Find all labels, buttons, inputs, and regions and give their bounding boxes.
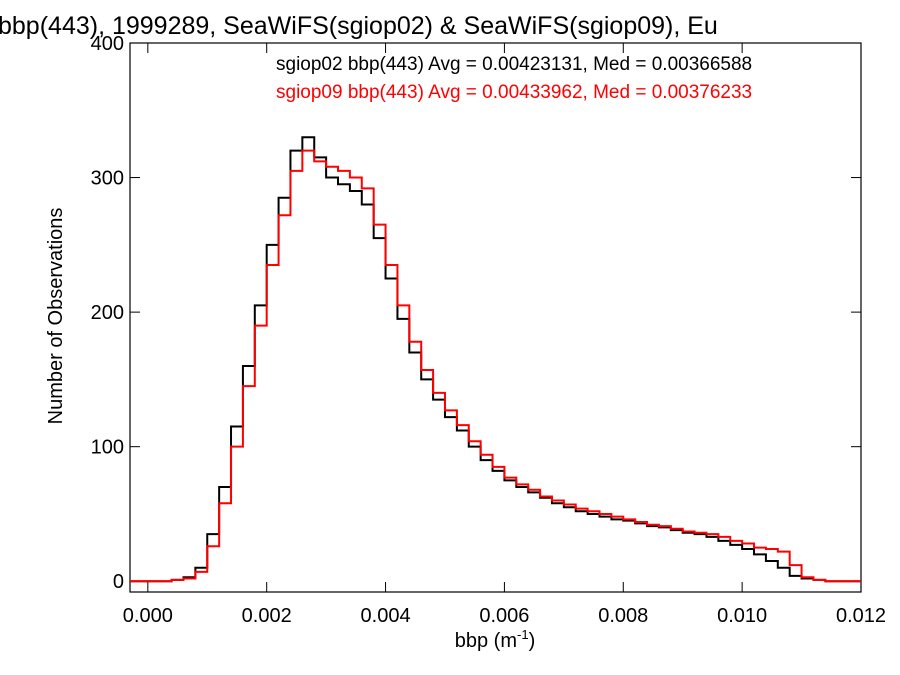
y-axis-tick-labels: 0 100 200 300 400 [91, 33, 124, 593]
x-axis-label-superscript: -1 [517, 627, 529, 642]
y-tick-label-2: 200 [91, 302, 124, 324]
y-axis-ticks [130, 42, 861, 582]
x-axis-tick-labels: 0.000 0.002 0.004 0.006 0.008 0.010 0.012 [123, 605, 886, 627]
x-tick-label-0: 0.000 [123, 605, 173, 627]
series-sgiop02-histogram [130, 136, 861, 583]
legend-entry-sgiop02: sgiop02 bbp(443) Avg = 0.00423131, Med =… [276, 54, 752, 75]
y-axis-label: Number of Observations [45, 208, 67, 425]
x-tick-label-5: 0.010 [717, 605, 767, 627]
series-layer [130, 136, 861, 583]
x-axis-ticks [147, 43, 862, 592]
series-sgiop09-histogram [130, 149, 861, 583]
legend-entry-sgiop09: sgiop09 bbp(443) Avg = 0.00433962, Med =… [276, 82, 752, 103]
x-tick-label-3: 0.006 [479, 605, 529, 627]
x-tick-label-1: 0.002 [242, 605, 292, 627]
plot-frame [129, 42, 862, 593]
y-tick-label-1: 100 [91, 437, 124, 459]
chart-title: bbp(443), 1999289, SeaWiFS(sgiop02) & Se… [0, 12, 718, 40]
y-tick-label-3: 300 [91, 168, 124, 190]
y-tick-label-0: 0 [113, 571, 124, 593]
x-axis-label-close: ) [529, 630, 536, 652]
x-tick-label-2: 0.004 [361, 605, 411, 627]
x-tick-label-4: 0.008 [598, 605, 648, 627]
x-tick-label-6: 0.012 [836, 605, 886, 627]
x-axis-label: bbp (m-1) [455, 627, 535, 652]
y-tick-label-4: 400 [91, 33, 124, 55]
x-axis-label-text: bbp (m [455, 630, 517, 652]
